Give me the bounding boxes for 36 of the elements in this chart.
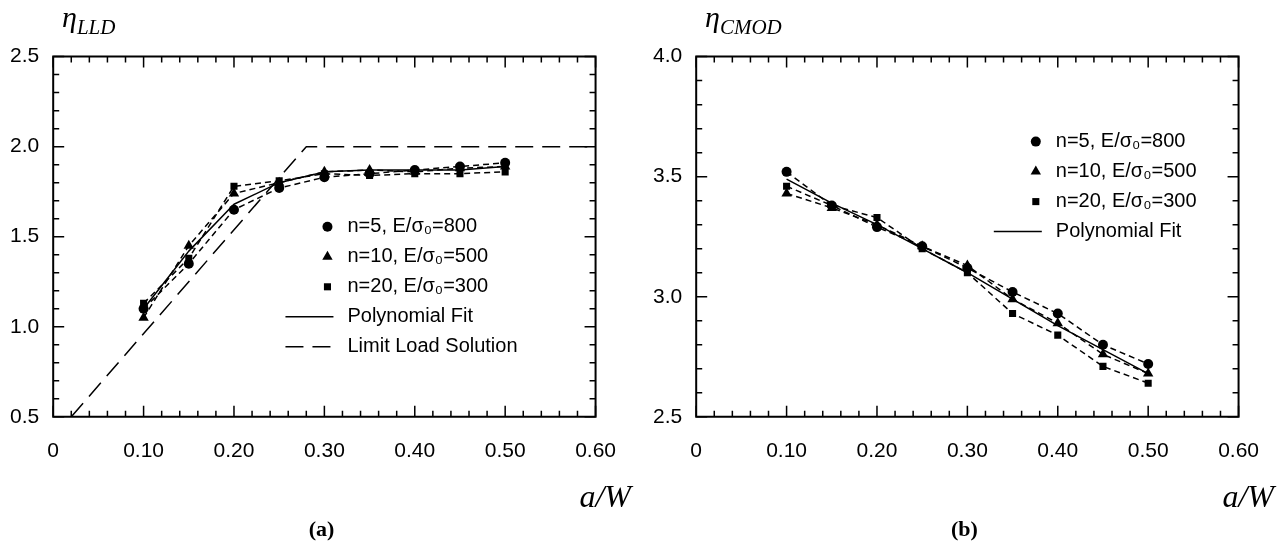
x-tick-label: 0.30 (303, 438, 345, 462)
x-tick-label: 0.10 (766, 438, 808, 462)
legend-label: Polynomial Fit (1055, 219, 1182, 242)
x-tick-label: 0.60 (1218, 438, 1259, 462)
legend-label: n=5, E/σ₀=800 (1055, 129, 1186, 152)
legend-label: n=10, E/σ₀=500 (347, 244, 489, 267)
x-tick-label: 0.20 (856, 438, 898, 462)
x-tick-label: 0.20 (213, 438, 255, 462)
text: (b) (950, 516, 979, 542)
x-tick-label: 0.50 (484, 438, 526, 462)
y-tick-label: 2.5 (652, 403, 683, 427)
x-tick-label: 0 (690, 438, 703, 462)
legend-label: n=10, E/σ₀=500 (1055, 159, 1197, 182)
y-tick-label: 0.5 (9, 403, 40, 427)
x-tick-label: 0.30 (946, 438, 988, 462)
x-tick-label: 0.60 (575, 438, 616, 462)
x-tick-label: 0.40 (1037, 438, 1079, 462)
legend-label: Polynomial Fit (347, 304, 474, 327)
x-tick-label: 0.40 (394, 438, 436, 462)
y-tick-label: 1.0 (9, 313, 40, 337)
y-tick-label: 3.0 (652, 283, 683, 307)
y-tick-label: 2.0 (9, 133, 40, 157)
y-tick-label: 2.5 (9, 43, 40, 67)
x-tick-label: 0.50 (1127, 438, 1169, 462)
y-axis-title: η$_{CMOD}$ (705, 0, 782, 40)
y-axis-title: η$_{LLD}$ (62, 0, 116, 40)
legend-label: Limit Load Solution (347, 334, 518, 357)
legend-label: n=5, E/σ₀=800 (347, 214, 478, 237)
legend-label: n=20, E/σ₀=300 (1055, 189, 1197, 212)
text: (a) (307, 516, 336, 542)
x-tick-label: 0 (47, 438, 60, 462)
legend-label: n=20, E/σ₀=300 (347, 274, 489, 297)
y-tick-label: 4.0 (652, 43, 683, 67)
y-tick-label: 3.5 (652, 163, 683, 187)
y-tick-label: 1.5 (9, 223, 40, 247)
x-tick-label: 0.10 (123, 438, 165, 462)
